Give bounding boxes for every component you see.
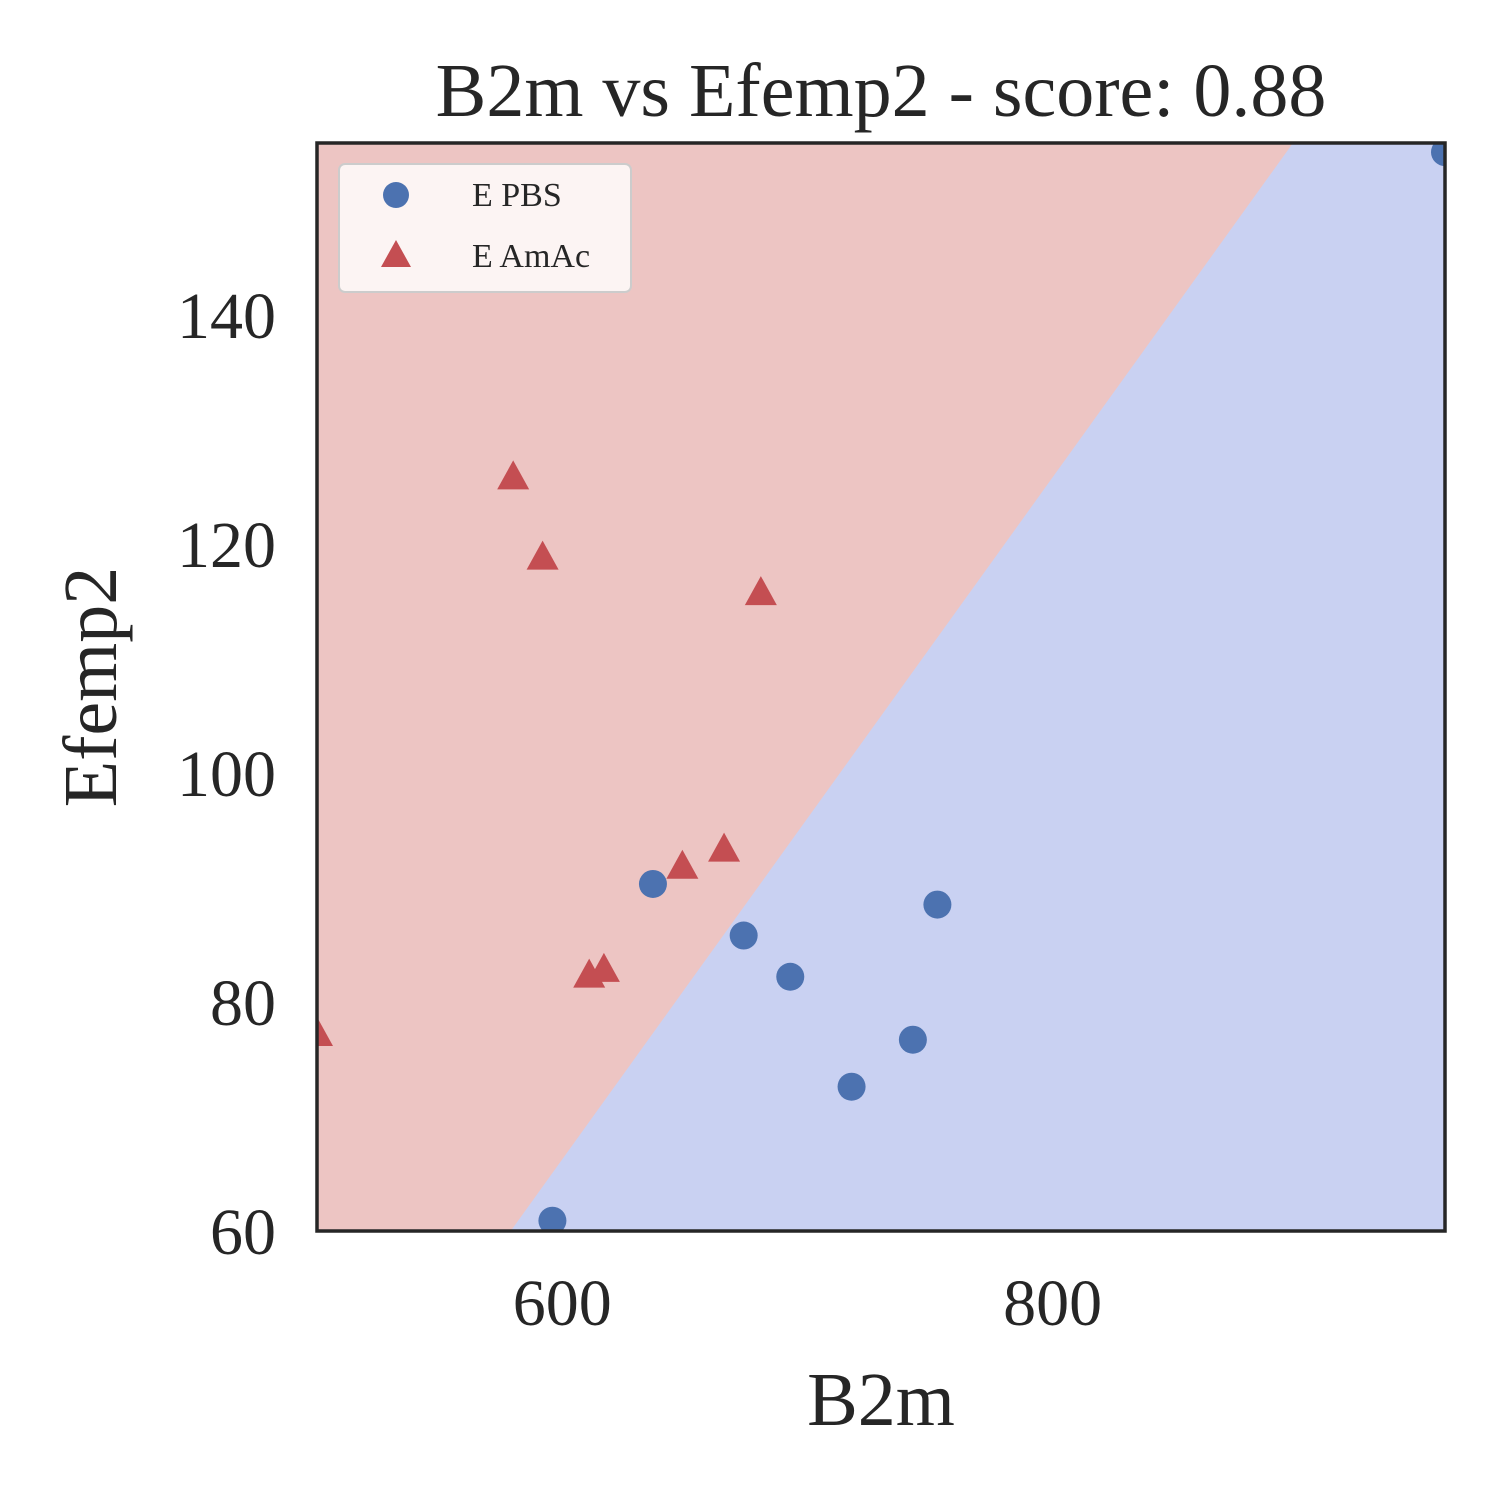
y-axis-label: Efemp2 [49, 567, 133, 808]
data-point [744, 576, 777, 606]
data-point [638, 869, 667, 898]
x-tick-label: 800 [1003, 1267, 1102, 1340]
data-point [666, 849, 699, 879]
series-1 [317, 460, 777, 1047]
chart-title: B2m vs Efemp2 - score: 0.88 [436, 49, 1327, 133]
legend-box [338, 163, 632, 293]
x-tick-label: 600 [513, 1267, 612, 1340]
data-point [923, 890, 952, 919]
y-tick-label: 60 [210, 1196, 276, 1269]
y-tick-label: 140 [177, 280, 276, 353]
x-axis-label: B2m [807, 1358, 955, 1442]
legend-label-e-pbs: E PBS [472, 177, 562, 214]
plot-frame [315, 141, 1447, 1233]
data-point [587, 952, 620, 982]
data-point [776, 962, 805, 991]
decision-regions [317, 143, 1445, 1231]
y-tick-label: 100 [177, 738, 276, 811]
data-point [729, 921, 758, 950]
data-point [837, 1072, 866, 1101]
data-point [497, 460, 530, 490]
data-point [317, 1017, 333, 1047]
data-points [317, 143, 1445, 1231]
legend-marker-triangle [381, 240, 411, 267]
legend-marker-circle [383, 182, 409, 208]
legend-label-e-amac: E AmAc [472, 238, 590, 275]
legend: E PBS E AmAc [338, 163, 632, 293]
y-tick-label: 80 [210, 967, 276, 1040]
data-point [1431, 143, 1445, 167]
series-0 [538, 143, 1445, 1231]
data-point [526, 540, 559, 570]
data-point [898, 1025, 927, 1054]
region-e-amac [317, 143, 1293, 1231]
data-point [538, 1206, 567, 1231]
axis-ticks: 600 800 60 80 100 120 140 [177, 280, 1102, 1340]
data-point [708, 832, 741, 862]
y-tick-label: 120 [177, 509, 276, 582]
